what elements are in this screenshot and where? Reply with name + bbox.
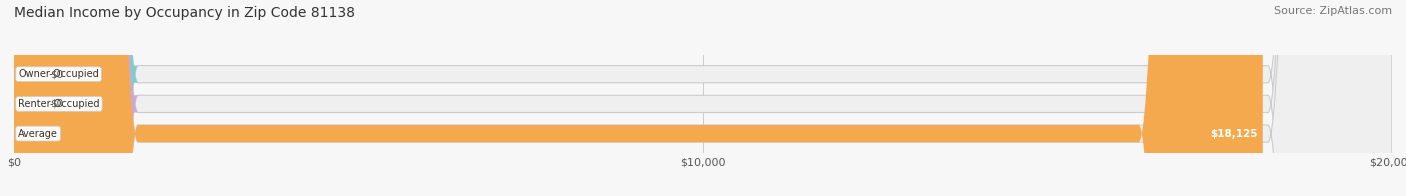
Text: Renter-Occupied: Renter-Occupied (18, 99, 100, 109)
Text: $0: $0 (49, 99, 63, 109)
FancyBboxPatch shape (14, 0, 1392, 196)
Text: Source: ZipAtlas.com: Source: ZipAtlas.com (1274, 6, 1392, 16)
FancyBboxPatch shape (14, 0, 1392, 196)
FancyBboxPatch shape (0, 0, 138, 196)
Text: $18,125: $18,125 (1209, 129, 1257, 139)
Text: Median Income by Occupancy in Zip Code 81138: Median Income by Occupancy in Zip Code 8… (14, 6, 356, 20)
FancyBboxPatch shape (14, 0, 1263, 196)
Text: Owner-Occupied: Owner-Occupied (18, 69, 98, 79)
Text: Average: Average (18, 129, 58, 139)
FancyBboxPatch shape (14, 0, 1392, 196)
Text: $0: $0 (49, 69, 63, 79)
FancyBboxPatch shape (0, 0, 138, 196)
